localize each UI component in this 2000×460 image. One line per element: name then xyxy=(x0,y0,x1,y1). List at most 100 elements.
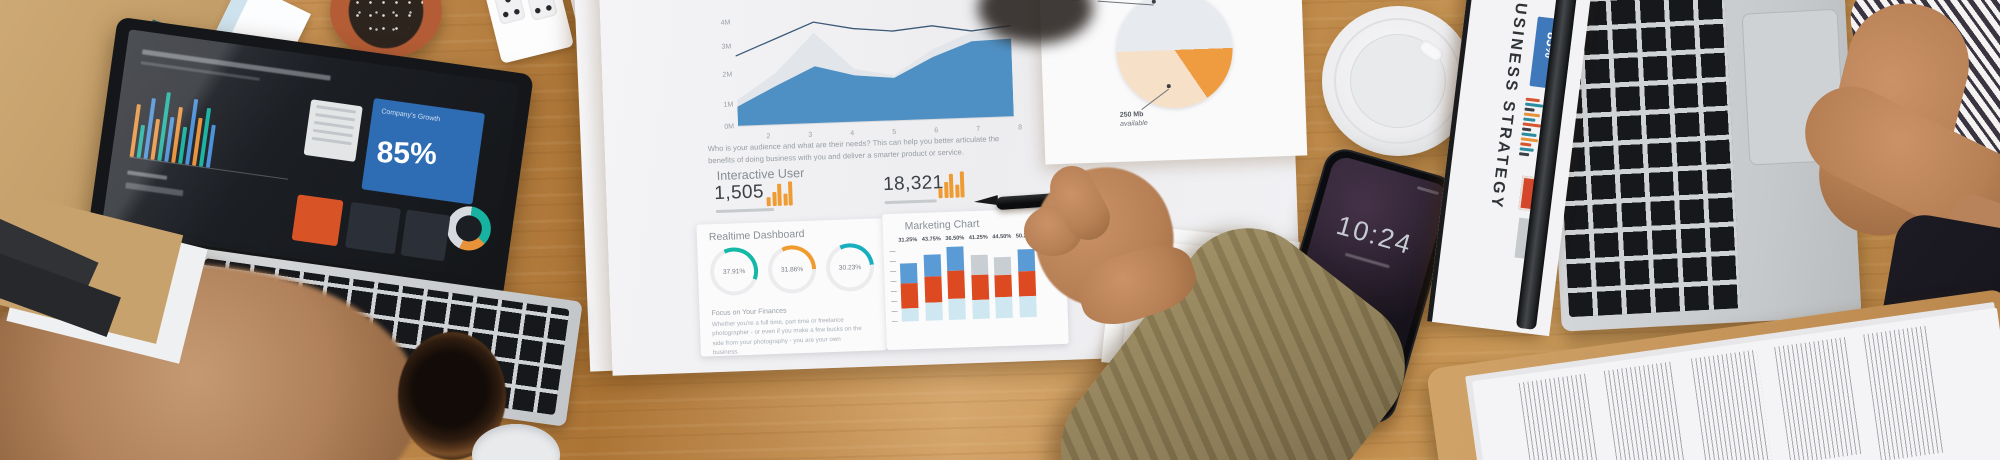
bar-segment xyxy=(923,254,941,277)
realtime-dashboard-card: Realtime Dashboard 37.91% 31.86% 30.23% Fo… xyxy=(696,218,887,357)
marketing-stacked-bars xyxy=(899,243,1037,322)
doc-stripe xyxy=(1525,97,1540,103)
doc-stripe xyxy=(1523,112,1541,118)
donut-chart: 30.23% xyxy=(825,242,875,293)
marketing-bar xyxy=(899,263,919,322)
socket-icon xyxy=(493,0,527,26)
donut-chart: 31.86% xyxy=(767,244,817,295)
marketing-bar-label: 43.75% xyxy=(921,236,941,243)
realtime-dashboard-title: Realtime Dashboard xyxy=(708,227,805,244)
bar-segment xyxy=(901,308,919,322)
audience-area-chart: 0M 1M 2M 3M 4M 2 3 4 5 6 7 8 xyxy=(699,0,1035,160)
marketing-bar-label: 44.50% xyxy=(992,233,1012,241)
x-tick-label: 3 xyxy=(808,131,813,139)
bar-segment xyxy=(995,296,1013,319)
x-tick-label: 5 xyxy=(892,128,897,136)
phone-status-icons xyxy=(1416,186,1439,196)
marketing-bar xyxy=(923,254,943,321)
bar-segment xyxy=(971,299,990,320)
donut-chart: 37.91% xyxy=(709,246,759,297)
bar-segment xyxy=(970,254,988,276)
stat-bar-icon-1 xyxy=(766,179,793,207)
marketing-bar-label: 41.25% xyxy=(968,234,988,242)
doc-stripe xyxy=(1520,137,1538,143)
pie-label-value: 250 Mb xyxy=(1119,111,1144,119)
x-tick-label: 4 xyxy=(850,130,855,138)
stat-caption-2 xyxy=(884,199,937,205)
marketing-bar-label: 36.50% xyxy=(945,235,965,243)
donut-hole: 37.91% xyxy=(713,250,755,293)
doc-stripe xyxy=(1524,107,1535,112)
bar-segment xyxy=(947,270,966,299)
donut-label: 31.86% xyxy=(780,265,804,274)
y-tick-label: 2M xyxy=(722,71,733,79)
doc-stripe xyxy=(1518,152,1530,157)
mini-bar xyxy=(787,181,793,206)
mini-bar xyxy=(777,183,782,206)
marketing-bar xyxy=(946,246,966,320)
marketing-bar-label: 31.25% xyxy=(898,237,918,244)
x-tick-label: 2 xyxy=(766,133,771,141)
x-tick-label: 8 xyxy=(1018,124,1023,132)
socket-icon xyxy=(525,0,559,22)
marketing-y-axis xyxy=(889,245,898,322)
marketing-bar xyxy=(970,254,990,320)
bar-segment xyxy=(1017,248,1035,272)
bar-segment xyxy=(948,298,966,320)
pen-tip xyxy=(973,195,999,207)
bar-segment xyxy=(993,256,1012,276)
bar-segment xyxy=(899,263,918,284)
marketing-bar xyxy=(1017,248,1037,318)
area-series xyxy=(737,38,1014,127)
donut-hole: 31.86% xyxy=(771,248,813,291)
realtime-donut-row: 37.91% 31.86% 30.23% xyxy=(696,218,882,297)
stat-value-2: 18,321 xyxy=(882,172,944,196)
doc-stripe xyxy=(1523,117,1536,122)
bar-segment xyxy=(1018,295,1037,318)
bar-segment xyxy=(900,283,919,309)
mini-bar xyxy=(948,173,954,198)
finances-title: Focus on Your Finances xyxy=(711,307,787,318)
marketing-bar xyxy=(993,256,1013,319)
bar-segment xyxy=(994,274,1013,298)
phone-clock: 10:24 xyxy=(1333,209,1417,261)
mini-bar xyxy=(771,191,777,207)
mini-bar xyxy=(782,193,788,206)
bar-segment xyxy=(946,246,965,272)
marketing-chart-title: Marketing Chart xyxy=(904,217,980,233)
mini-bar xyxy=(766,197,771,207)
bar-segment xyxy=(1017,270,1036,297)
donut-label: 30.23% xyxy=(838,263,862,272)
storage-pie-chart xyxy=(1114,0,1235,110)
y-tick-label: 3M xyxy=(721,43,732,51)
mini-bar xyxy=(938,188,943,199)
mini-bar xyxy=(959,171,965,198)
stat-bar-icon-2 xyxy=(938,169,965,199)
power-outlet-plate-1 xyxy=(483,0,575,64)
bar-segment xyxy=(924,302,943,321)
bar-segment xyxy=(970,274,989,301)
doc-stripe xyxy=(1519,147,1534,152)
marketing-bar-labels: 31.25%43.75%36.50%41.25%44.50%50.25% xyxy=(896,233,1037,244)
finances-text: Whether you're a full time, part time or… xyxy=(711,316,862,357)
donut-label: 37.91% xyxy=(722,267,746,276)
y-tick-label: 1M xyxy=(723,101,734,109)
mini-bar xyxy=(954,184,960,198)
donut-hole: 30.23% xyxy=(829,246,871,289)
bar-segment xyxy=(923,276,942,303)
doc-stripe xyxy=(1521,127,1532,132)
x-tick-label: 7 xyxy=(976,125,981,133)
pie-label-available: available xyxy=(1119,119,1148,128)
area-chart-plot xyxy=(735,21,1014,127)
mini-bar xyxy=(943,181,949,199)
stat-caption-1 xyxy=(715,208,775,214)
x-axis-line xyxy=(738,116,1014,127)
y-tick-label: 4M xyxy=(720,19,731,27)
x-tick-label: 6 xyxy=(934,127,939,135)
doc-stripe xyxy=(1520,142,1532,147)
y-tick-label: 0M xyxy=(724,123,735,131)
doc-stripe xyxy=(1521,132,1537,138)
stat-value-1: 1,505 xyxy=(713,181,765,205)
